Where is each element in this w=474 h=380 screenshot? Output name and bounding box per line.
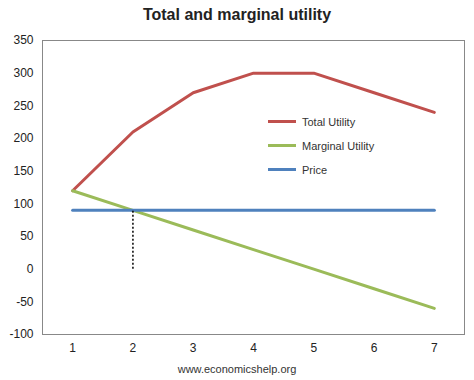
- svg-text:200: 200: [13, 131, 33, 145]
- svg-text:1: 1: [69, 341, 76, 355]
- svg-text:300: 300: [13, 66, 33, 80]
- html-text:www.economicshelp.org: www.economicshelp.org: [177, 363, 297, 375]
- svg-text:6: 6: [371, 341, 378, 355]
- svg-text:100: 100: [13, 197, 33, 211]
- html-text:Total Utility: Total Utility: [302, 115, 356, 128]
- svg-text:5: 5: [310, 341, 317, 355]
- svg-text:250: 250: [13, 99, 33, 113]
- svg-text:50: 50: [20, 229, 34, 243]
- svg-text:0: 0: [27, 262, 34, 276]
- svg-text:7: 7: [431, 341, 438, 355]
- html-text:Total and marginal utility: Total and marginal utility: [142, 6, 332, 23]
- html-text:Price: Price: [302, 163, 328, 176]
- svg-text:2: 2: [130, 341, 137, 355]
- svg-text:150: 150: [13, 164, 33, 178]
- svg-text:-50: -50: [16, 295, 34, 309]
- svg-text:-100: -100: [9, 327, 33, 341]
- svg-text:3: 3: [190, 341, 197, 355]
- svg-text:4: 4: [250, 341, 257, 355]
- html-text:Marginal Utility: Marginal Utility: [302, 139, 375, 152]
- svg-text:350: 350: [13, 33, 33, 47]
